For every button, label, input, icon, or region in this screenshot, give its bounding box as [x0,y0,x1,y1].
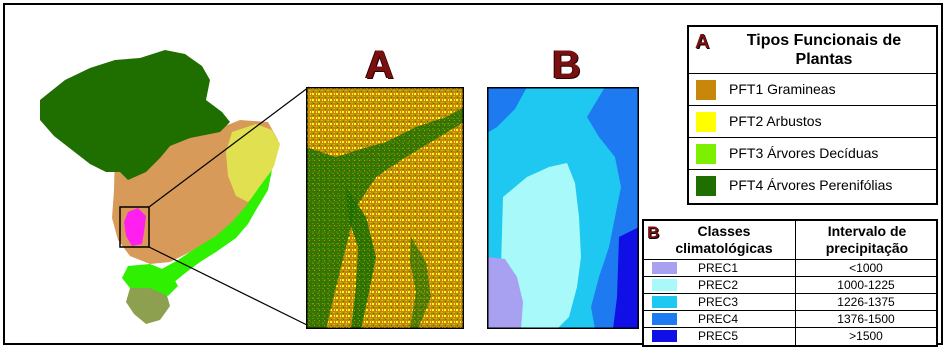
legend-b-range: 1000-1225 [837,278,895,292]
legend-a-header: A Tipos Funcionais de Plantas [689,27,936,74]
legend-b-row: PREC1 <1000 [644,260,936,277]
panel-a-vegetation-map [306,87,464,329]
legend-b-row: PREC4 1376-1500 [644,311,936,328]
panel-b-precipitation-map [487,87,639,329]
legend-a-swatch [696,144,716,164]
legend-b-swatch [652,330,677,342]
legend-a-label: PFT1 Gramineas [729,81,836,97]
legend-b-col2-header: Intervalo de precipitação [825,223,909,256]
legend-b-label: PREC5 [698,329,739,343]
legend-a-swatch [696,80,716,100]
legend-climate-classes: B Classes climatológicas Intervalo de pr… [642,219,938,347]
legend-b-swatch [652,313,677,325]
legend-b-label: PREC2 [698,278,739,292]
legend-a-label: PFT4 Árvores Perenifólias [729,177,893,193]
legend-b-divider [795,221,796,345]
prec-zone-2 [501,163,581,329]
legend-b-range: <1000 [849,261,883,275]
prec-zone-4-topleft [487,87,527,133]
legend-b-header: B Classes climatológicas Intervalo de pr… [644,221,936,260]
legend-a-swatch [696,176,716,196]
prec-zone-1 [487,257,523,329]
forest-streak-east [410,237,431,329]
legend-a-item: PFT3 Árvores Decíduas [689,138,936,170]
region-pampa [126,284,170,324]
study-area [124,208,146,246]
legend-b-range: >1500 [849,329,883,343]
figure-border [3,3,943,345]
study-area-box [119,206,150,248]
brazil-map [40,50,280,324]
region-south-forest [122,264,178,296]
legend-b-row: PREC3 1226-1375 [644,294,936,311]
forest-corridor [306,107,464,329]
region-amazon [40,50,230,180]
legend-b-swatch [652,262,677,274]
legend-b-row: PREC2 1000-1225 [644,277,936,294]
panel-b-label: B [552,43,581,87]
legend-a-item: PFT1 Gramineas [689,74,936,106]
legend-b-letter: B [647,223,660,242]
forest-streak [346,187,376,329]
legend-a-letter: A [695,31,710,53]
legend-a-swatch [696,112,716,132]
legend-b-range: 1376-1500 [837,312,895,326]
legend-b-range: 1226-1375 [837,295,895,309]
legend-a-item: PFT2 Arbustos [689,106,936,138]
legend-b-swatch [652,296,677,308]
legend-b-swatch [652,279,677,291]
panel-a-label: A [365,43,394,87]
legend-b-col1-header: Classes climatológicas [675,223,773,256]
legend-b-label: PREC1 [698,261,739,275]
legend-a-label: PFT2 Arbustos [729,113,822,129]
legend-b-label: PREC3 [698,295,739,309]
legend-a-item: PFT4 Árvores Perenifólias [689,170,936,202]
legend-b-row: PREC5 >1500 [644,328,936,345]
legend-b-label: PREC4 [698,312,739,326]
legend-a-title: Tipos Funcionais de Plantas [746,32,902,68]
prec-zone-5 [613,227,639,329]
legend-a-label: PFT3 Árvores Decíduas [729,145,879,161]
legend-plant-functional-types: A Tipos Funcionais de Plantas PFT1 Grami… [687,25,938,205]
region-caatinga [226,124,280,202]
